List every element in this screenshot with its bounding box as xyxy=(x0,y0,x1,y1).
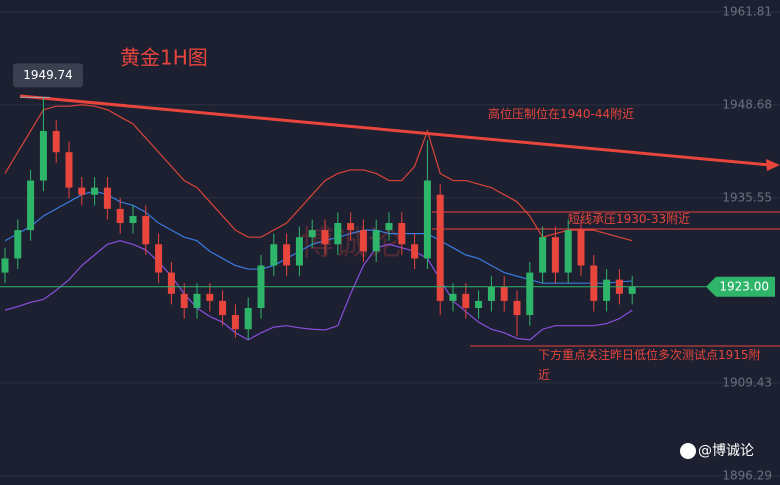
candle-body xyxy=(52,130,60,153)
candle-body xyxy=(551,237,559,273)
annotation: 高位压制位在1940-44附近 xyxy=(488,107,635,121)
candle-body xyxy=(564,230,572,273)
candle-body xyxy=(321,230,329,245)
band-line xyxy=(4,240,633,341)
candle-body xyxy=(180,293,188,308)
candle-body xyxy=(27,180,35,231)
y-tick-label: 1896.29 xyxy=(722,468,772,482)
candle-body xyxy=(244,307,252,330)
y-tick-label: 1948.68 xyxy=(722,97,772,111)
candle-body xyxy=(436,194,444,301)
candle-body xyxy=(513,300,521,316)
peak-label: 1949.74 xyxy=(23,68,73,82)
candle-body xyxy=(129,215,137,224)
candle-body xyxy=(500,286,508,301)
candle-body xyxy=(577,230,585,266)
trend-line xyxy=(19,94,771,167)
candle-body xyxy=(475,300,483,308)
y-tick-label: 1935.55 xyxy=(722,190,772,204)
candle-body xyxy=(359,230,367,252)
candle-body xyxy=(39,130,47,181)
candle-body xyxy=(603,279,611,301)
y-tick-label: 1961.81 xyxy=(722,4,772,18)
credit: @博诚论 xyxy=(698,442,754,459)
candle-body xyxy=(372,230,380,252)
candle-body xyxy=(14,230,22,259)
credit-icon xyxy=(680,443,696,459)
candle-body xyxy=(385,223,393,231)
candle-body xyxy=(116,208,124,224)
candle-body xyxy=(78,187,86,195)
candle-body xyxy=(398,223,406,245)
peak-box xyxy=(13,63,83,88)
chart-title: 黄金1H图 xyxy=(120,46,208,70)
candle-body xyxy=(411,244,419,259)
candle-body xyxy=(449,293,457,301)
annotation: 下方重点关注昨日低位多次测试点1915附近 xyxy=(538,348,761,382)
band-line xyxy=(4,104,633,242)
candle-body xyxy=(142,215,150,245)
candle-body xyxy=(423,180,431,259)
candle-body xyxy=(590,265,598,301)
candle-body xyxy=(334,223,342,245)
candle-body xyxy=(270,244,278,266)
candle-body xyxy=(65,152,73,188)
last-price-label: 1923.00 xyxy=(719,279,769,293)
last-price-box xyxy=(706,276,775,297)
candle-body xyxy=(231,315,239,330)
candle-body xyxy=(206,293,214,301)
candle-body xyxy=(1,258,9,273)
candle-body xyxy=(308,230,316,238)
candle-body xyxy=(155,244,163,273)
trend-arrow xyxy=(766,159,780,171)
candle-body xyxy=(167,272,175,294)
candle-body xyxy=(103,187,111,209)
candle-body xyxy=(219,300,227,316)
candle-body xyxy=(91,187,99,195)
y-tick-label: 1909.43 xyxy=(722,375,772,389)
annotation: 短线承压1930-33附近 xyxy=(568,212,691,226)
candle-body xyxy=(526,272,534,316)
candle-body xyxy=(295,237,303,266)
candle-body xyxy=(347,223,355,231)
candle-body xyxy=(193,293,201,308)
candle-body xyxy=(462,293,470,308)
candle-body xyxy=(487,286,495,301)
candle-body xyxy=(283,244,291,266)
candle-body xyxy=(628,286,636,294)
candle-body xyxy=(539,237,547,273)
